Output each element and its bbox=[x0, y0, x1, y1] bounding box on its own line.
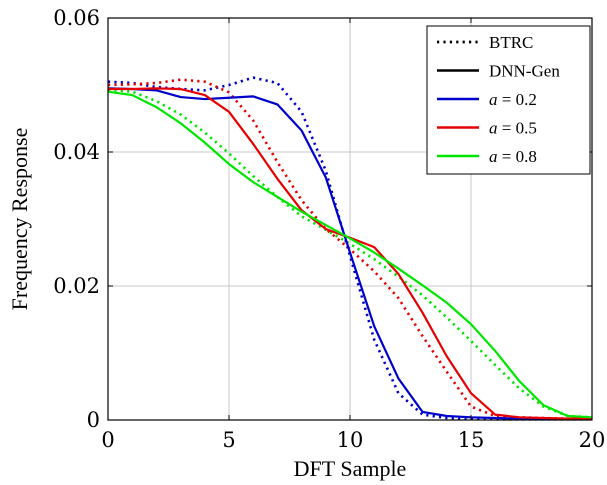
legend-label: a = 0.5 bbox=[489, 119, 537, 138]
series-line-dnn-gen-a-0-2 bbox=[107, 87, 592, 421]
y-tick-label: 0.02 bbox=[53, 274, 100, 298]
legend-label: DNN-Gen bbox=[489, 62, 560, 81]
legend-label: a = 0.2 bbox=[489, 90, 537, 109]
x-tick-label: 15 bbox=[458, 428, 485, 452]
y-tick-label: 0 bbox=[87, 408, 100, 432]
legend-label: a = 0.8 bbox=[489, 147, 537, 166]
x-tick-label: 5 bbox=[222, 428, 235, 452]
legend: BTRC DNN-Gen a = 0.2 a = 0.5 a = 0.8 bbox=[426, 25, 591, 175]
tick-labels: 0 5 10 15 20 0 0.02 0.04 0.06 bbox=[53, 6, 605, 452]
y-tick-label: 0.04 bbox=[53, 140, 100, 164]
y-tick-label: 0.06 bbox=[53, 6, 100, 30]
x-tick-label: 20 bbox=[579, 428, 606, 452]
series-line-dnn-gen-a-0-8 bbox=[107, 90, 593, 419]
legend-label: BTRC bbox=[489, 33, 533, 52]
y-axis-title: Frequency Response bbox=[7, 128, 32, 311]
x-axis-title: DFT Sample bbox=[294, 456, 407, 481]
axis-ticks bbox=[107, 17, 593, 421]
x-tick-label: 0 bbox=[101, 428, 114, 452]
series-lines bbox=[107, 76, 593, 421]
x-tick-label: 10 bbox=[337, 428, 364, 452]
